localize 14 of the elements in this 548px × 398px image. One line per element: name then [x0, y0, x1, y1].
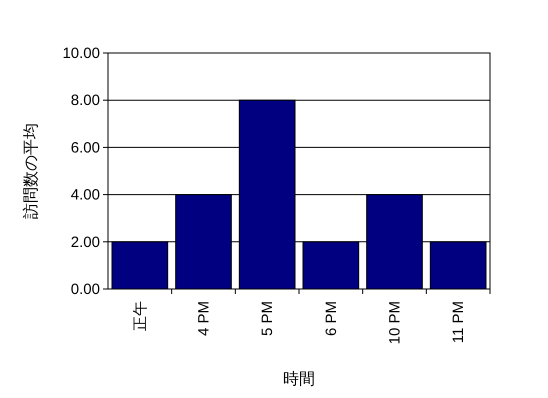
x-tick-label: 10 PM [386, 301, 404, 344]
x-tick-label: 5 PM [259, 301, 276, 336]
y-tick-label: 4.00 [70, 186, 100, 204]
x-tick-label: 6 PM [322, 301, 340, 336]
y-tick-label: 0.00 [70, 281, 100, 298]
x-axis-title: 時間 [283, 370, 315, 388]
x-tick-label: 正午 [132, 301, 149, 331]
x-tick-label: 4 PM [196, 301, 212, 336]
y-tick-label: 2.00 [70, 234, 100, 251]
y-tick-label: 6.00 [70, 139, 100, 156]
y-tick-label: 10.00 [62, 45, 100, 62]
y-tick-label: 8.00 [70, 92, 100, 110]
x-tick-label: 11 PM [450, 301, 468, 344]
y-axis-title: 訪問数の平均 [22, 123, 40, 219]
